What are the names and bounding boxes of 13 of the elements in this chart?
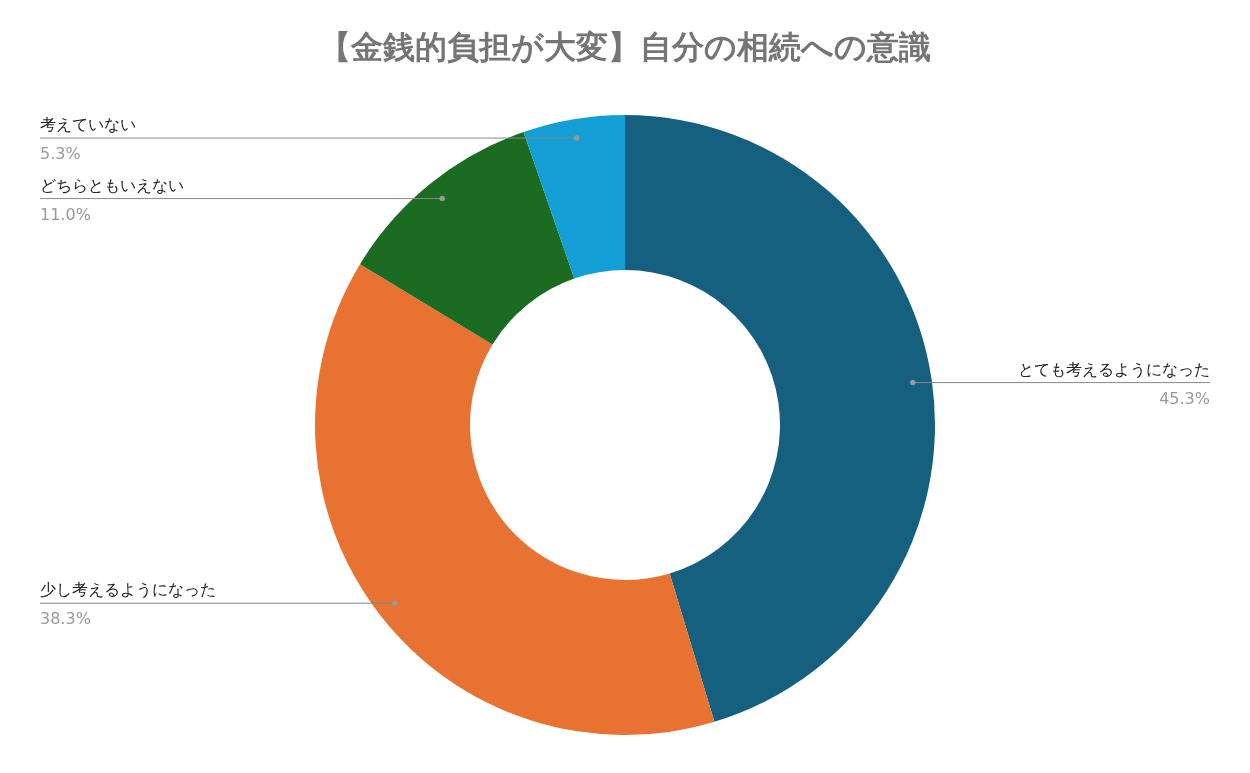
data-label: 11.0%: [40, 204, 91, 224]
slice-label: 少し考えるようになった: [40, 580, 216, 600]
slice-label: どちらともいえない: [40, 175, 184, 195]
data-label: 45.3%: [1159, 388, 1210, 408]
donut-slice: [625, 115, 935, 722]
slice-label: とても考えるようになった: [1018, 359, 1210, 379]
data-label: 38.3%: [40, 609, 91, 629]
slice-label: 考えていない: [40, 115, 136, 135]
donut-slice: [315, 264, 715, 735]
data-label: 5.3%: [40, 144, 81, 164]
chart-title: 【金銭的負担が大変】自分の相続への意識: [319, 28, 931, 66]
donut-slice: [523, 115, 625, 279]
donut-slice: [360, 132, 575, 345]
